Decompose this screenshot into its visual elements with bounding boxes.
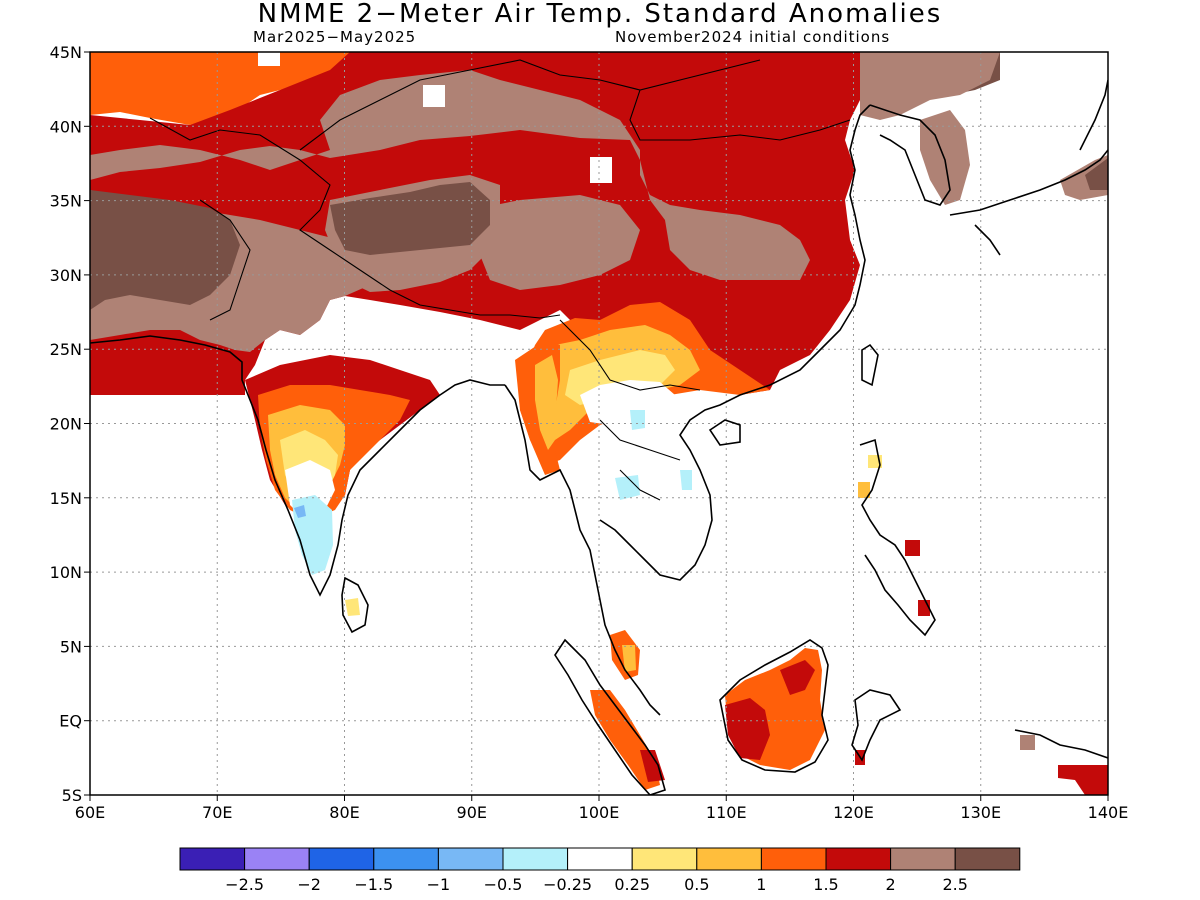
colorbar-label: 1 [756, 875, 766, 894]
colorbar-swatch [437, 847, 504, 871]
anomaly-region [630, 410, 645, 430]
colorbar-label: −1 [427, 875, 451, 894]
anomaly-region [590, 157, 612, 183]
y-axis: 5S EQ 5N 10N 15N 20N 25N 30N 35N 40N 45N [50, 43, 90, 805]
coastline-indochina [599, 104, 871, 581]
init-label: November2024 initial conditions [615, 28, 891, 46]
colorbar-legend: −2.5 −2 −1.5 −1 −0.5 −0.25 0.25 0.5 1 1.5 2 2.5 [179, 847, 1021, 894]
x-axis: 60E 70E 80E 90E 100E 110E 120E 130E 140E [75, 795, 1129, 822]
colorbar-swatch [825, 847, 892, 871]
colorbar-swatch [502, 847, 569, 871]
colorbar-label: 0.5 [684, 875, 709, 894]
coastline-philippines [859, 438, 936, 637]
coastline-korea [869, 104, 951, 206]
colorbar-label: −0.5 [484, 875, 523, 894]
anomaly-region [423, 85, 445, 107]
coastline-sulawesi [851, 689, 902, 762]
anomaly-region [622, 645, 636, 672]
coastline-newguinea [1014, 729, 1108, 759]
colorbar-swatch [696, 847, 762, 871]
anomaly-region [258, 52, 280, 66]
x-tick-label: 60E [75, 803, 105, 822]
anomaly-region [680, 470, 692, 490]
anomaly-region [90, 190, 240, 310]
coastline-japan [949, 79, 1108, 256]
colorbar-label: 1.5 [813, 875, 838, 894]
x-tick-label: 120E [833, 803, 874, 822]
coastline-taiwan [861, 343, 879, 387]
anomaly-region [920, 110, 970, 205]
anomaly-region [858, 482, 870, 498]
anomaly-region [294, 505, 306, 518]
anomaly-region [345, 598, 360, 616]
colorbar-label: −2.5 [225, 875, 264, 894]
colorbar-swatch [179, 847, 246, 871]
colorbar-swatch [373, 847, 439, 871]
colorbar-swatch [631, 847, 698, 871]
colorbar-label: 2.5 [942, 875, 967, 894]
y-tick-label: 35N [50, 192, 82, 211]
colorbar-swatch [954, 847, 1021, 871]
coastline-hainan [708, 419, 741, 446]
x-tick-label: 100E [579, 803, 620, 822]
anomaly-region [725, 698, 770, 760]
border-lines [149, 59, 851, 501]
period-label: Mar2025−May2025 [253, 28, 417, 46]
anomaly-region [640, 750, 665, 782]
y-tick-label: 25N [50, 340, 82, 359]
y-tick-label: 20N [50, 415, 82, 434]
x-tick-label: 90E [457, 803, 487, 822]
anomaly-region [780, 660, 815, 695]
y-tick-label: 45N [50, 43, 82, 62]
y-tick-label: 30N [50, 266, 82, 285]
colorbar-label: 0.25 [614, 875, 650, 894]
y-tick-label: 5S [62, 786, 82, 805]
anomaly-region [860, 52, 1000, 120]
colorbar-swatch [760, 847, 827, 871]
x-tick-label: 140E [1088, 803, 1129, 822]
anomaly-region [590, 690, 660, 790]
coastline-india [90, 335, 505, 597]
colorbar-label: −1.5 [354, 875, 393, 894]
chart-title: NMME 2−Meter Air Temp. Standard Anomalie… [257, 0, 943, 29]
coastline-myanmar [504, 384, 661, 716]
anomaly-region [1058, 765, 1108, 795]
anomaly-region [1085, 158, 1108, 190]
anomaly-region [470, 195, 640, 290]
coastline-srilanka [341, 576, 369, 634]
anomaly-region [90, 52, 350, 125]
colorbar-swatch [308, 847, 375, 871]
y-tick-label: 15N [50, 489, 82, 508]
coastline-borneo [719, 639, 829, 773]
y-tick-label: EQ [59, 712, 82, 731]
y-tick-label: 10N [50, 563, 82, 582]
coastlines [90, 59, 1108, 795]
anomaly-region [1020, 735, 1035, 750]
anomaly-region [580, 380, 675, 425]
anomaly-region [535, 355, 558, 450]
colorbar-swatch [244, 847, 310, 871]
anomaly-region [905, 540, 920, 556]
colorbar-swatch [567, 847, 633, 871]
x-tick-label: 70E [202, 803, 232, 822]
colorbar-label: −2 [297, 875, 321, 894]
anomaly-region [90, 70, 810, 280]
x-tick-label: 80E [329, 803, 359, 822]
x-tick-label: 130E [960, 803, 1001, 822]
coastline-sumatra [554, 638, 666, 795]
anomaly-region [615, 475, 640, 500]
colorbar-swatch [890, 847, 956, 871]
x-tick-label: 110E [706, 803, 747, 822]
colorbar-label: 2 [886, 875, 896, 894]
colorbar-label: −0.25 [543, 875, 592, 894]
y-tick-label: 5N [60, 637, 82, 656]
y-tick-label: 40N [50, 117, 82, 136]
